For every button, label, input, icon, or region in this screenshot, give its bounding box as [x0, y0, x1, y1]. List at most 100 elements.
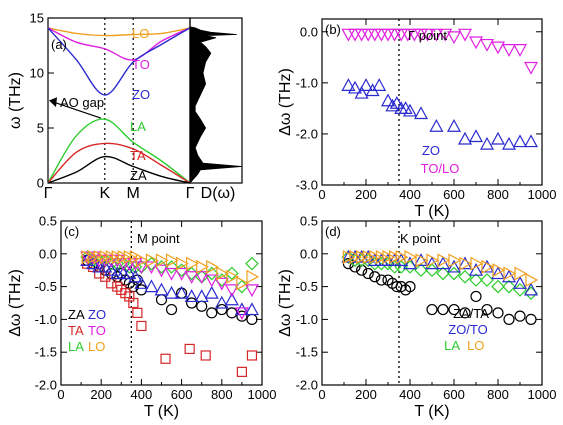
panel-b-xtick-label: 800: [487, 187, 509, 202]
panel-d-point-za-ta: [470, 290, 482, 303]
panel-c-xlabel: T (K): [144, 403, 179, 420]
panel-a-annotation: AO gap: [60, 95, 104, 110]
panel-d-point-za-ta: [514, 310, 526, 322]
panel-d-point-za-ta: [448, 303, 460, 316]
panel-c-point-to: [110, 254, 125, 268]
panel-d-point-za-ta: [525, 313, 537, 325]
panel-b-xtick-label: 600: [443, 187, 465, 202]
panel-c-point-lo: [236, 276, 250, 291]
panel-d-point-zo-to: [446, 259, 462, 273]
panel-c-point-ta: [200, 350, 211, 361]
panel-d-point-zo-to: [457, 256, 473, 270]
panel-c-xtick-label: 400: [131, 387, 153, 402]
panel-c-point-to: [244, 284, 259, 298]
panel-b-xtick-label: 0: [318, 187, 325, 202]
panel-d-point-zo-to: [512, 276, 528, 289]
panel-d-label: (d): [325, 224, 341, 239]
panel-b-point-to-lo: [457, 28, 473, 42]
panel-d-ytick-label: -0.5: [296, 279, 318, 294]
panel-c-point-zo: [122, 266, 137, 280]
panel-d-point-zo-to: [394, 253, 409, 266]
panel-b-xtick-label: 1000: [528, 187, 557, 202]
panel-c-point-to: [86, 251, 101, 265]
panel-b-legend-to-lo: TO/LO: [421, 161, 460, 176]
panel-b-point-zo: [389, 96, 404, 109]
panel-d-point-lo: [389, 250, 402, 265]
panel-d-point-lo: [470, 256, 484, 271]
panel-d-point-lo: [349, 250, 363, 265]
panel-b-point-to-lo: [512, 44, 528, 57]
panel-d-point-lo: [437, 253, 451, 268]
panel-d-point-za-ta: [437, 303, 449, 316]
panel-a-branch-la: [47, 118, 191, 184]
panel-c-point-ta: [128, 297, 139, 309]
panel-b-point-zo: [358, 78, 374, 92]
panel-c-point-lo: [176, 256, 189, 271]
panel-b-xtick-label: 200: [355, 187, 377, 202]
panel-d-point-za-ta: [459, 307, 471, 319]
panel-b-point-zo: [402, 103, 418, 117]
panel-dos-frame: [189, 17, 243, 184]
panel-d-legend-lo: LO: [467, 338, 484, 353]
panel-d-point-lo: [342, 250, 356, 265]
panel-d-point-lo: [356, 250, 369, 265]
panel-c-point-ta: [160, 353, 171, 364]
panel-b-point-to-lo: [479, 38, 495, 52]
panel-a-branch-label-za: ZA: [130, 168, 147, 183]
panel-c-point-za: [135, 284, 147, 296]
panel-d-point-zo-to: [402, 256, 418, 270]
panel-a-ytick-label: 15: [30, 11, 44, 26]
panel-dos-xlabel: D(ω): [201, 185, 236, 202]
panel-c-ytick-label: -0.5: [35, 279, 57, 294]
panel-c-xtick-label: 1000: [248, 387, 277, 402]
panel-c-legend-zo: ZO: [88, 307, 106, 322]
panel-d-point-lo: [481, 259, 495, 274]
panel-c-point-lo: [226, 269, 240, 284]
panel-c-point-zo: [154, 282, 169, 296]
panel-c-point-ta: [132, 307, 143, 318]
panel-b-xlabel: T (K): [414, 203, 449, 220]
panel-d-point-lo: [492, 263, 506, 278]
panel-c-ytick-label: -1.5: [35, 345, 57, 360]
panel-c-point-to: [154, 264, 169, 278]
panel-c-point-ta: [184, 343, 195, 355]
panel-d-ytick-label: -2.0: [296, 378, 318, 393]
panel-c-legend-to: TO: [88, 323, 106, 338]
panel-d-point-zo-to: [435, 256, 451, 270]
panel-c-point-lo: [246, 269, 260, 284]
panel-b-point-zo: [490, 131, 506, 145]
panel-c-legend-ta: TA: [68, 323, 84, 338]
panel-a-xtick-label: M: [127, 185, 140, 202]
panel-d-point-lo: [369, 250, 383, 265]
panel-d-legend-zo-to: ZO/TO: [448, 322, 487, 337]
panel-c-xtick-label: 600: [171, 387, 193, 402]
panel-c-point-zo: [204, 285, 219, 299]
panel-d-point-la: [491, 279, 505, 294]
panel-c-point-zo: [174, 285, 189, 299]
panel-c-ylabel: Δω (THz): [7, 269, 24, 337]
panel-d-point-lo: [375, 250, 389, 265]
panel-c-point-zo: [128, 269, 143, 283]
panel-c-point-zo: [98, 259, 113, 273]
panel-d-point-zo-to: [413, 253, 429, 266]
panel-a-xtick-label: Γ: [44, 185, 53, 202]
panel-d-point-za-ta: [369, 271, 381, 283]
panel-b-point-zo: [341, 78, 356, 92]
panel-d-xtick-label: 400: [399, 387, 421, 402]
panel-b-point-zo: [457, 131, 473, 145]
panel-c-point-lo: [196, 259, 209, 274]
panel-c-point-zo: [86, 256, 101, 270]
panel-c-point-zo: [164, 285, 179, 299]
panel-c-point-to: [234, 307, 249, 321]
panel-c-title: M point: [137, 231, 180, 246]
panel-c-point-zo: [144, 279, 159, 293]
panel-c-point-to: [144, 261, 159, 275]
panel-c-point-to: [184, 271, 199, 285]
panel-a-ytick-label: 0: [37, 176, 44, 191]
panel-c-point-ta: [246, 350, 258, 361]
panel-d-point-la: [436, 266, 450, 281]
panel-c-point-la: [245, 256, 259, 271]
panel-d-legend-la: LA: [444, 338, 460, 353]
panel-d-point-zo-to: [424, 256, 440, 270]
panel-d-point-za-ta: [492, 307, 504, 319]
